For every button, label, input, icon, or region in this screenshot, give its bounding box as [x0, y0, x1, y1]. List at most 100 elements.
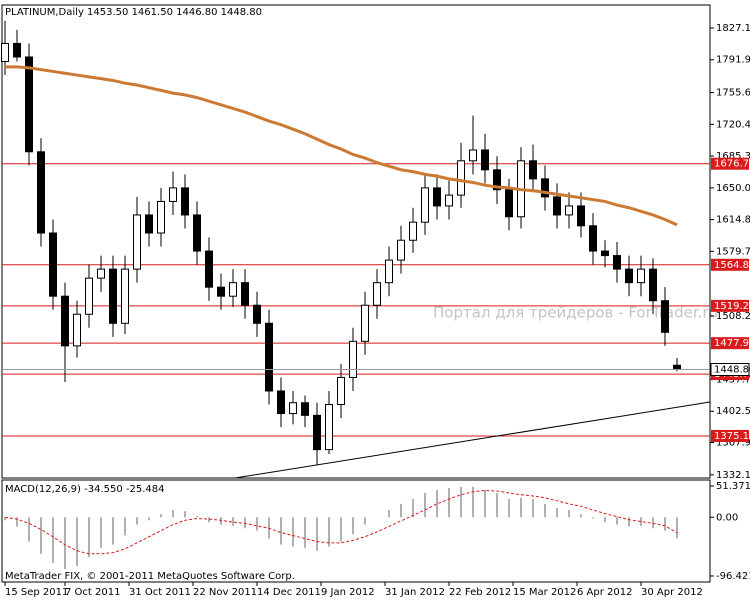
- y-tick-label: 1508.20: [716, 311, 750, 322]
- candle-body: [37, 151, 45, 234]
- candle-body: [385, 259, 393, 284]
- candle-body: [481, 149, 489, 171]
- candle-body: [397, 239, 405, 261]
- candle-body: [313, 414, 321, 451]
- macd-title: MACD(12,26,9) -34.550 -25.484: [5, 484, 165, 495]
- candle-body: [361, 304, 369, 342]
- candle-body: [301, 402, 309, 416]
- candle-body: [289, 402, 297, 415]
- macd-y-tick-label: -96.421: [716, 571, 750, 582]
- y-tick-label: 1720.45: [716, 119, 750, 130]
- candle-body: [637, 268, 645, 284]
- y-tick-label: 1791.95: [716, 55, 750, 66]
- moving-average: [5, 65, 678, 227]
- candle-body: [649, 268, 657, 302]
- candle-body: [229, 282, 237, 297]
- candle-body: [553, 196, 561, 216]
- x-tick-label: 31 Jan 2012: [385, 587, 445, 598]
- main-frame: [1, 4, 711, 479]
- chart-title: PLATINUM,Daily 1453.50 1461.50 1446.80 1…: [5, 7, 262, 18]
- candle-body: [181, 187, 189, 216]
- x-tick-label: 22 Nov 2011: [193, 587, 257, 598]
- candle-body: [109, 268, 117, 324]
- y-tick-label: 1579.70: [716, 246, 750, 257]
- last-price-label: 1448.80: [714, 364, 750, 375]
- x-tick-label: 22 Feb 2012: [449, 587, 511, 598]
- candle-body: [85, 277, 93, 315]
- y-tick-label: 1685.30: [716, 151, 750, 162]
- candle-body: [613, 255, 621, 270]
- copyright: MetaTrader FIX, © 2001-2011 MetaQuotes S…: [5, 571, 295, 582]
- candle-body: [433, 187, 441, 207]
- candle-body: [673, 364, 681, 370]
- candle-body: [625, 268, 633, 284]
- x-tick-label: 7 Oct 2011: [65, 587, 120, 598]
- candle-body: [253, 304, 261, 324]
- level-box: [711, 157, 749, 170]
- candle-body: [157, 200, 165, 234]
- candle-body: [661, 300, 669, 333]
- candle-body: [265, 322, 273, 392]
- level-box: [711, 337, 749, 350]
- candle-body: [97, 268, 105, 279]
- candle-body: [145, 214, 153, 234]
- x-tick-label: 14 Dec 2011: [257, 587, 321, 598]
- macd-y-tick-label: 51.371: [716, 481, 750, 492]
- level-label: 1519.29: [714, 301, 750, 312]
- candle-body: [457, 160, 465, 196]
- trend-line: [234, 401, 711, 479]
- candle-body: [421, 187, 429, 223]
- candle-body: [13, 42, 21, 58]
- candle-body: [529, 160, 537, 180]
- y-tick-label: 1827.10: [716, 23, 750, 34]
- x-tick-label: 15 Sep 2011: [5, 587, 68, 598]
- candle-body: [445, 194, 453, 207]
- candle-body: [1, 42, 9, 63]
- candle-body: [493, 169, 501, 191]
- candle-body: [133, 214, 141, 270]
- candle-body: [73, 313, 81, 347]
- y-tick-label: 1402.55: [716, 406, 750, 417]
- candle-body: [373, 282, 381, 306]
- level-label: 1676.77: [714, 159, 750, 170]
- candle-body: [241, 282, 249, 306]
- candle-body: [601, 250, 609, 257]
- candle-body: [469, 149, 477, 162]
- y-tick-label: 1332.10: [716, 470, 750, 481]
- candle-body: [589, 225, 597, 252]
- y-tick-label: 1367.90: [716, 438, 750, 449]
- watermark: Портал для трейдеров - ForTrader.ru: [433, 304, 718, 322]
- candle-body: [169, 187, 177, 202]
- x-tick-label: 30 Apr 2012: [641, 587, 703, 598]
- candle-body: [577, 205, 585, 227]
- candle-body: [217, 286, 225, 297]
- candle-body: [193, 214, 201, 252]
- macd-y-tick-label: 0.00: [716, 512, 738, 523]
- candle-body: [409, 221, 417, 241]
- level-box: [711, 299, 749, 312]
- x-tick-label: 6 Apr 2012: [577, 587, 632, 598]
- y-tick-label: 1614.85: [716, 215, 750, 226]
- x-tick-label: 9 Jan 2012: [321, 587, 375, 598]
- level-box: [711, 258, 749, 271]
- y-tick-label: 1755.60: [716, 88, 750, 99]
- candle-body: [505, 189, 513, 218]
- candle-body: [565, 205, 573, 216]
- candle-body: [61, 295, 69, 347]
- last-price-box: [710, 362, 750, 376]
- candle-body: [205, 250, 213, 288]
- candle-body: [121, 268, 129, 324]
- y-tick-label: 1650.00: [716, 183, 750, 194]
- x-tick-label: 15 Mar 2012: [513, 587, 576, 598]
- macd-frame: [1, 479, 711, 583]
- level-label: 1477.97: [714, 338, 750, 349]
- candle-body: [349, 340, 357, 378]
- x-tick-label: 31 Oct 2011: [129, 587, 191, 598]
- candle-body: [325, 404, 333, 451]
- macd-signal: [4, 489, 678, 555]
- candle-body: [49, 232, 57, 297]
- candle-body: [25, 56, 33, 153]
- level-box: [711, 429, 749, 442]
- level-label: 1375.19: [714, 431, 750, 442]
